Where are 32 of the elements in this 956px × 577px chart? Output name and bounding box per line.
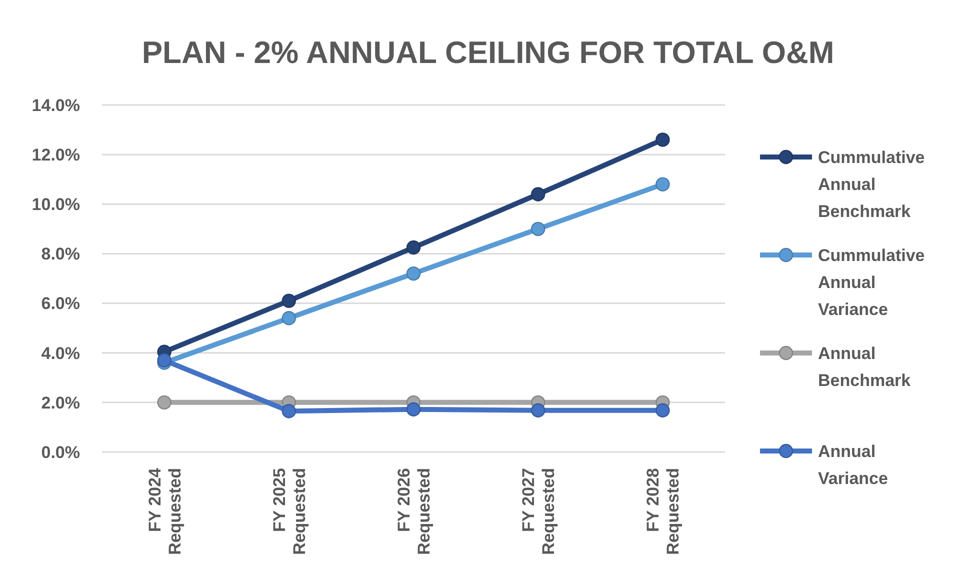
legend-label: Annual Variance — [818, 442, 888, 488]
y-tick-label: 4.0% — [41, 344, 80, 363]
point — [406, 402, 421, 416]
point — [157, 353, 172, 368]
x-tick-label: FY 2026 Requested — [394, 468, 434, 555]
point — [531, 403, 546, 418]
y-tick-label: 0.0% — [41, 442, 80, 462]
x-tick-label: FY 2024 Requested — [145, 467, 184, 555]
y-tick-label: 12.0% — [32, 146, 80, 165]
y-tick-label: 2.0% — [41, 393, 80, 412]
legend-label: Annual Benchmark — [818, 344, 912, 390]
point — [282, 294, 296, 308]
chart-title: PLAN - 2% ANNUAL CEILING FOR TOTAL O&M — [142, 35, 834, 70]
point — [157, 395, 172, 410]
legend-label: Cummulative Annual Variance — [818, 246, 925, 319]
point — [656, 132, 670, 147]
x-tick-label: FY 2025 Requested — [270, 468, 309, 555]
y-tick-label: 8.0% — [41, 244, 80, 264]
y-tick-label: 14.0% — [32, 96, 80, 115]
point — [282, 311, 296, 326]
y-tick-label: 6.0% — [41, 294, 80, 314]
point — [406, 266, 421, 281]
point — [656, 403, 670, 418]
point — [531, 222, 546, 236]
point — [282, 404, 296, 418]
point — [656, 177, 670, 192]
point — [406, 240, 421, 255]
y-tick-label: 10.0% — [32, 195, 80, 214]
point — [531, 187, 546, 202]
x-tick-label: FY 2027 Requested — [519, 468, 558, 555]
legend-label: Cummulative Annual Benchmark — [818, 148, 925, 221]
x-tick-label: FY 2028 Requested — [644, 468, 683, 555]
